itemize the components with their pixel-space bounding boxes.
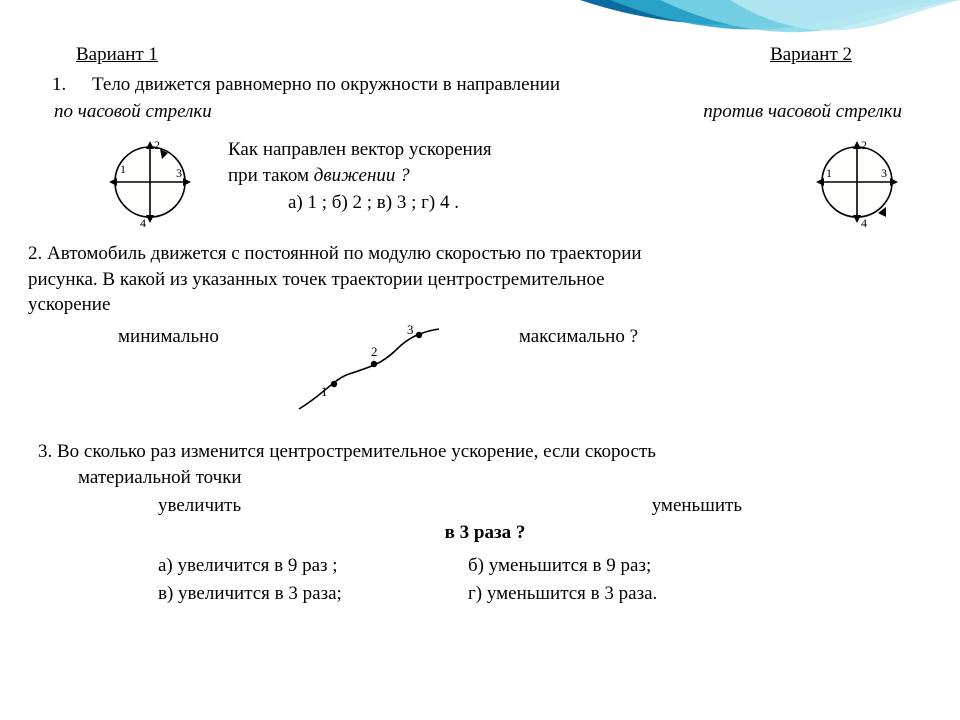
q1-figure-block: 1 2 3 4 Как направлен вектор ускорения п… [28,133,932,233]
svg-text:2: 2 [154,138,160,152]
svg-text:3: 3 [176,166,182,180]
q1-number: 1. [52,72,92,98]
svg-text:3: 3 [407,324,414,337]
q1-counterclockwise: против часовой стрелки [703,99,902,125]
q1-mid-line2: при таком движении ? [228,163,752,189]
q2-max: максимально ? [519,324,638,350]
q3-line1: 3. Во сколько раз изменится центростреми… [38,439,932,465]
q1-mid-line2a: при таком [228,165,314,186]
q3-line2: материальной точки [78,465,932,491]
q3-options: а) увеличится в 9 раз ; б) уменьшится в … [158,552,932,607]
q1-text: Тело движется равномерно по окружности в… [92,72,560,98]
q3-opt-b: б) уменьшится в 9 раз; [468,552,651,580]
svg-text:2: 2 [861,138,867,152]
svg-text:2: 2 [371,344,378,359]
q1-diagram-left: 1 2 3 4 [68,133,218,233]
q2-trajectory-diagram: 1 2 3 [279,324,459,422]
variant-header: Вариант 1 Вариант 2 [28,42,932,68]
q1-mid-line1: Как направлен вектор ускорения [228,137,752,163]
q3-block: 3. Во сколько раз изменится центростреми… [38,439,932,607]
q1-direction-row: по часовой стрелки против часовой стрелк… [28,99,932,125]
variant-2-title: Вариант 2 [770,42,852,68]
q2-line2: рисунка. В какой из указанных точек трае… [28,267,932,293]
q2-line1: 2. Автомобиль движется с постоянной по м… [28,241,932,267]
q3-opt-c: в) увеличится в 3 раза; [158,580,468,608]
q3-times-text: в 3 раза ? [445,522,526,543]
q1-clockwise: по часовой стрелки [54,99,212,125]
q3-times: в 3 раза ? [38,520,932,546]
svg-text:3: 3 [881,166,887,180]
q2-block: 2. Автомобиль движется с постоянной по м… [28,241,932,422]
svg-text:1: 1 [321,384,328,399]
q2-minmax-row: минимально 1 2 3 максимально ? [28,324,932,422]
q3-increase: увеличить [158,493,241,519]
svg-text:1: 1 [826,166,832,180]
page-content: Вариант 1 Вариант 2 1. Тело движется рав… [0,0,960,607]
q3-opt-d: г) уменьшится в 3 раза. [468,580,657,608]
svg-text:1: 1 [120,162,126,176]
q1-diagram-right: 1 2 3 4 [782,133,932,233]
svg-text:4: 4 [861,216,867,230]
q3-decrease: уменьшить [652,493,742,519]
variant-1-title: Вариант 1 [76,42,158,68]
svg-text:4: 4 [140,216,146,230]
q3-opt-a: а) увеличится в 9 раз ; [158,552,468,580]
q3-incdec-row: увеличить уменьшить [38,493,932,519]
q1-mid-line2b: движении ? [314,165,410,186]
q1-options: а) 1 ; б) 2 ; в) 3 ; г) 4 . [288,190,752,216]
q2-line3: ускорение [28,292,932,318]
q2-min: минимально [118,324,219,350]
q1-middle-text: Как направлен вектор ускорения при таком… [228,133,752,216]
q1-line: 1. Тело движется равномерно по окружност… [28,72,932,98]
